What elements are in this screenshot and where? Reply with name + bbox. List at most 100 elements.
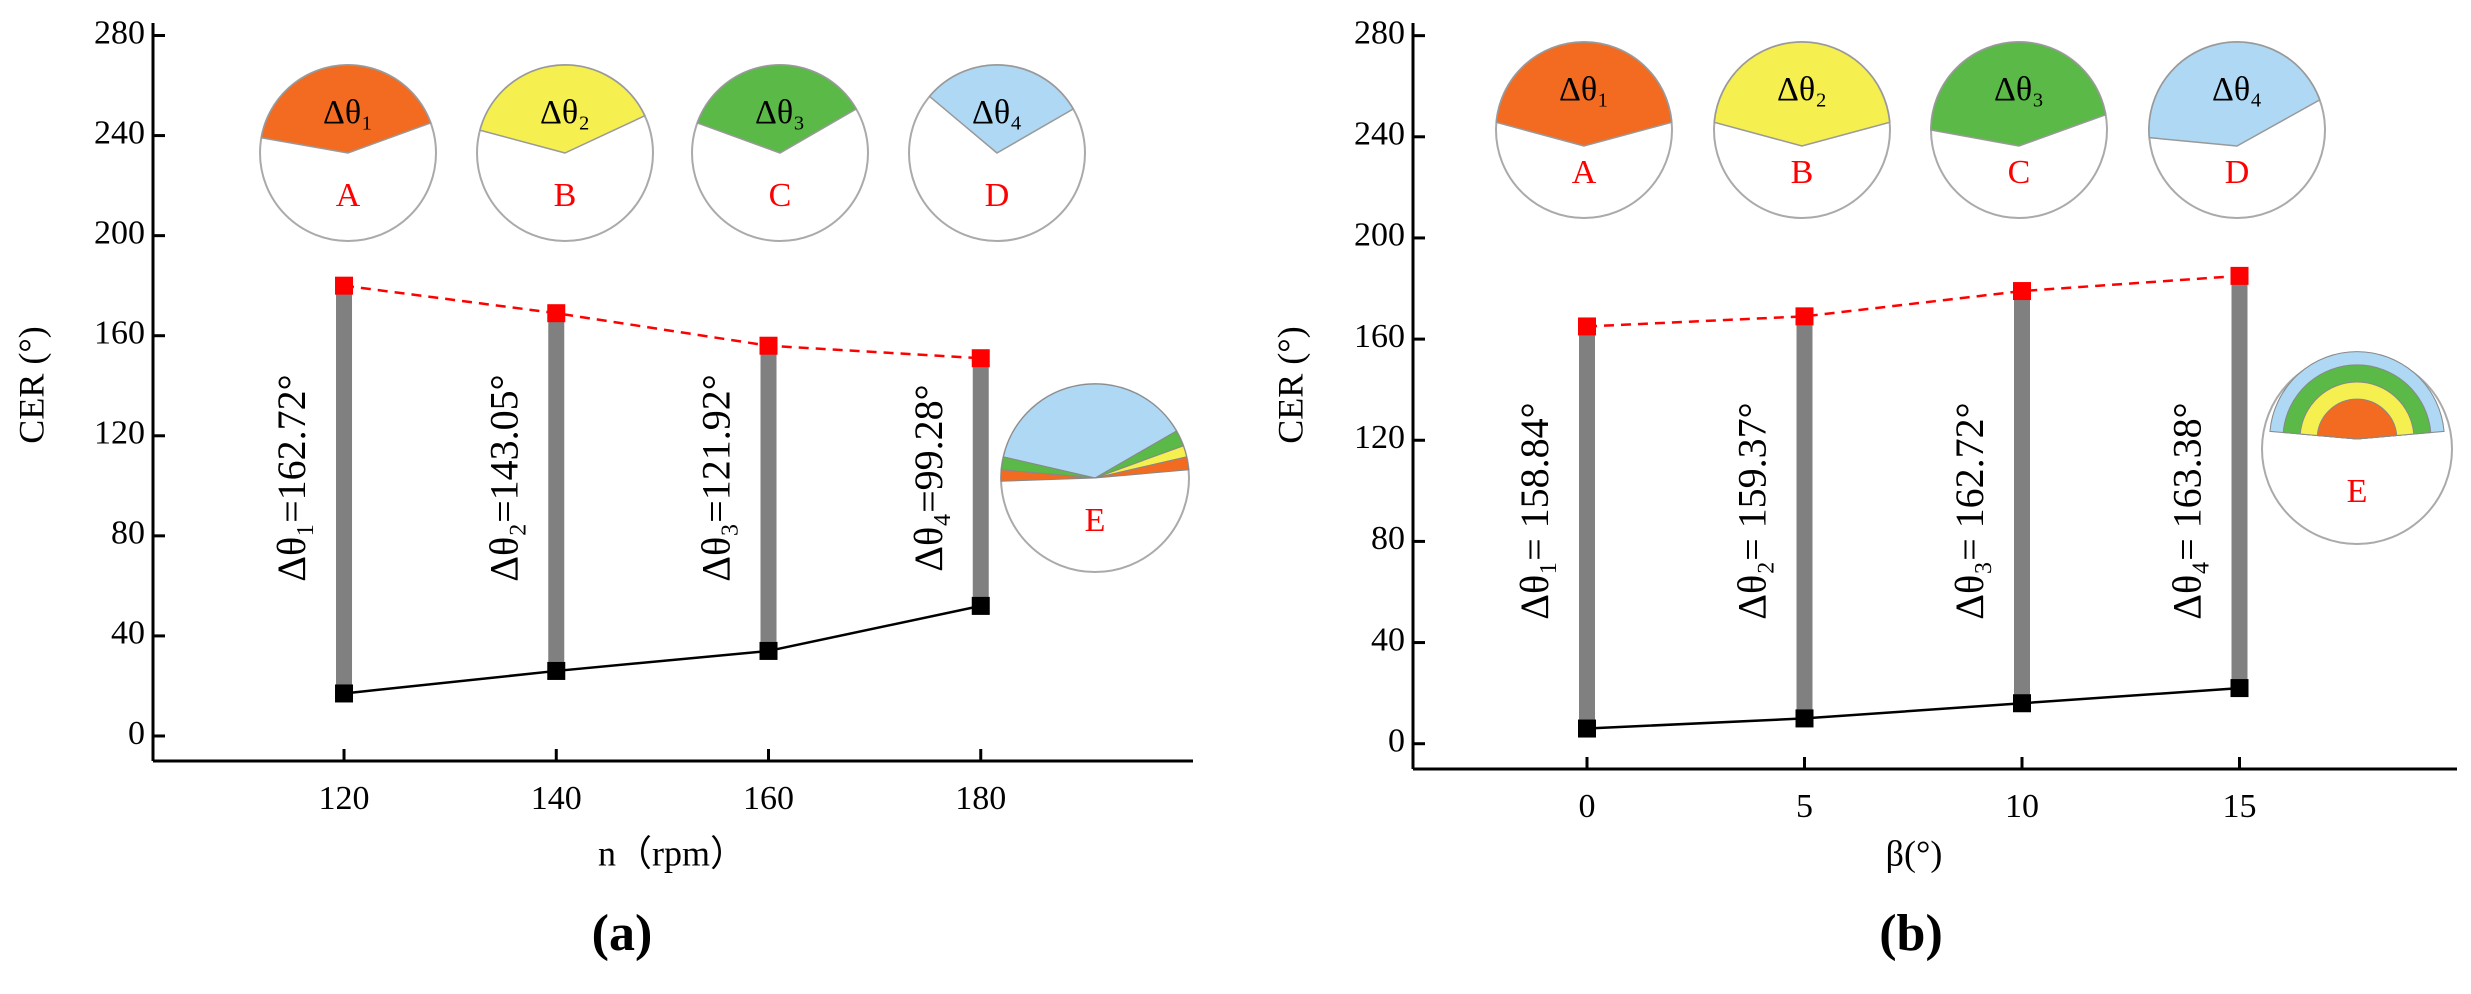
point	[2230, 679, 2249, 698]
inset-pie: Δθ₂ B	[476, 64, 654, 242]
inset-label: Δθ₁	[323, 94, 373, 131]
x-tick-label: 15	[2223, 788, 2257, 825]
inset-sector	[1094, 456, 1190, 479]
panel-label: (a)	[592, 905, 653, 962]
range-label: Δθ₂= 159.37°	[1730, 402, 1775, 619]
y-tick-label: 160	[94, 315, 145, 352]
point	[759, 336, 778, 355]
point	[759, 641, 778, 660]
inset-label: Δθ₃	[755, 94, 805, 131]
inset-sector	[928, 64, 1075, 154]
y-tick-label: 280	[1354, 14, 1405, 51]
point	[547, 304, 566, 323]
y-tick-label: 200	[94, 214, 145, 251]
point	[335, 276, 354, 295]
x-tick-label: 5	[1796, 788, 1813, 825]
y-tick-label: 240	[94, 114, 145, 151]
inset-letter: C	[769, 177, 792, 214]
y-tick-label: 280	[94, 14, 145, 51]
range-label: Δθ₃=121.92°	[694, 374, 739, 581]
point	[971, 596, 990, 615]
point	[2013, 694, 2031, 713]
y-tick-label: 120	[94, 415, 145, 452]
inset-sector	[696, 64, 858, 154]
series-line	[1586, 274, 2240, 328]
inset-pie: Δθ₁ A	[1495, 41, 1673, 219]
inset-sector	[1002, 383, 1178, 479]
series-line	[1586, 686, 2240, 730]
inset-sector	[1000, 469, 1096, 482]
series-line	[343, 604, 982, 695]
inset-sector	[1495, 41, 1673, 147]
y-tick-label: 40	[1371, 621, 1405, 658]
inset-letter: B	[1791, 154, 1814, 191]
inset-letter: B	[554, 177, 577, 214]
inset-label: Δθ₄	[2212, 71, 2262, 108]
y-tick-label: 40	[111, 615, 145, 652]
x-tick-label: 160	[743, 780, 794, 817]
y-tick-label: 80	[1371, 520, 1405, 557]
summary-inset: E	[2261, 351, 2453, 545]
point	[1578, 317, 1596, 336]
y-tick-label: 0	[1388, 723, 1405, 760]
x-tick-label: 0	[1579, 788, 1596, 825]
inset-pie: Δθ₄ D	[908, 64, 1086, 242]
y-tick-label: 160	[1354, 318, 1405, 355]
x-tick-label: 10	[2005, 788, 2039, 825]
range-label: Δθ₄= 163.38°	[2165, 402, 2210, 619]
range-label: Δθ₃= 162.72°	[1947, 402, 1992, 619]
point	[1578, 719, 1596, 738]
point	[2230, 266, 2249, 285]
range-bar	[548, 313, 565, 671]
x-tick-label: 120	[319, 780, 370, 817]
inset-sector	[260, 64, 432, 154]
x-tick-label: 140	[531, 780, 582, 817]
inset-sector	[1930, 41, 2107, 147]
inset-letter: D	[2225, 154, 2250, 191]
point	[971, 349, 990, 368]
inset-letter: A	[336, 177, 361, 214]
inset-label: Δθ₂	[540, 94, 590, 131]
inset-letter: A	[1572, 154, 1597, 191]
inset-pie: Δθ₃ C	[1930, 41, 2108, 219]
range-bar	[2014, 291, 2030, 704]
inset-letter: D	[985, 177, 1010, 214]
panel-label: (b)	[1879, 905, 1943, 962]
series-line	[343, 284, 981, 360]
x-axis-title: n（rpm）	[598, 833, 746, 873]
inset-sector	[479, 64, 646, 154]
summary-inset: E	[1000, 383, 1190, 573]
inset-label: Δθ₃	[1994, 71, 2044, 108]
inset-pie: Δθ₂ B	[1713, 41, 1891, 219]
point	[2013, 282, 2031, 301]
y-axis-title: CER (°)	[11, 326, 51, 443]
inset-letter: E	[1085, 502, 1106, 539]
range-bar	[1579, 326, 1595, 729]
inset-pie: Δθ₃ C	[691, 64, 869, 242]
range-label: Δθ₁=162.72°	[269, 374, 314, 581]
range-bar	[972, 358, 989, 606]
inset-letter: E	[2347, 473, 2368, 510]
x-axis-title: β(°)	[1886, 833, 1943, 873]
inset-pie: Δθ₄ D	[2148, 41, 2326, 219]
y-tick-label: 120	[1354, 419, 1405, 456]
range-label: Δθ₁= 158.84°	[1512, 402, 1557, 619]
y-tick-label: 0	[128, 715, 145, 752]
inset-label: Δθ₄	[972, 94, 1022, 131]
point	[1795, 307, 1814, 326]
inset-sector	[2148, 41, 2321, 147]
y-tick-label: 240	[1354, 116, 1405, 153]
range-bar	[760, 345, 777, 651]
range-bar	[2231, 275, 2248, 689]
inset-letter: C	[2008, 154, 2031, 191]
point	[547, 661, 566, 680]
inset-pie: Δθ₁ A	[259, 64, 437, 242]
y-tick-label: 80	[111, 515, 145, 552]
range-bar	[336, 285, 353, 694]
y-tick-label: 200	[1354, 217, 1405, 254]
x-tick-label: 180	[955, 780, 1006, 817]
inset-sector	[2316, 398, 2398, 440]
range-label: Δθ₄=99.28°	[906, 384, 951, 571]
range-bar	[1796, 316, 1813, 719]
